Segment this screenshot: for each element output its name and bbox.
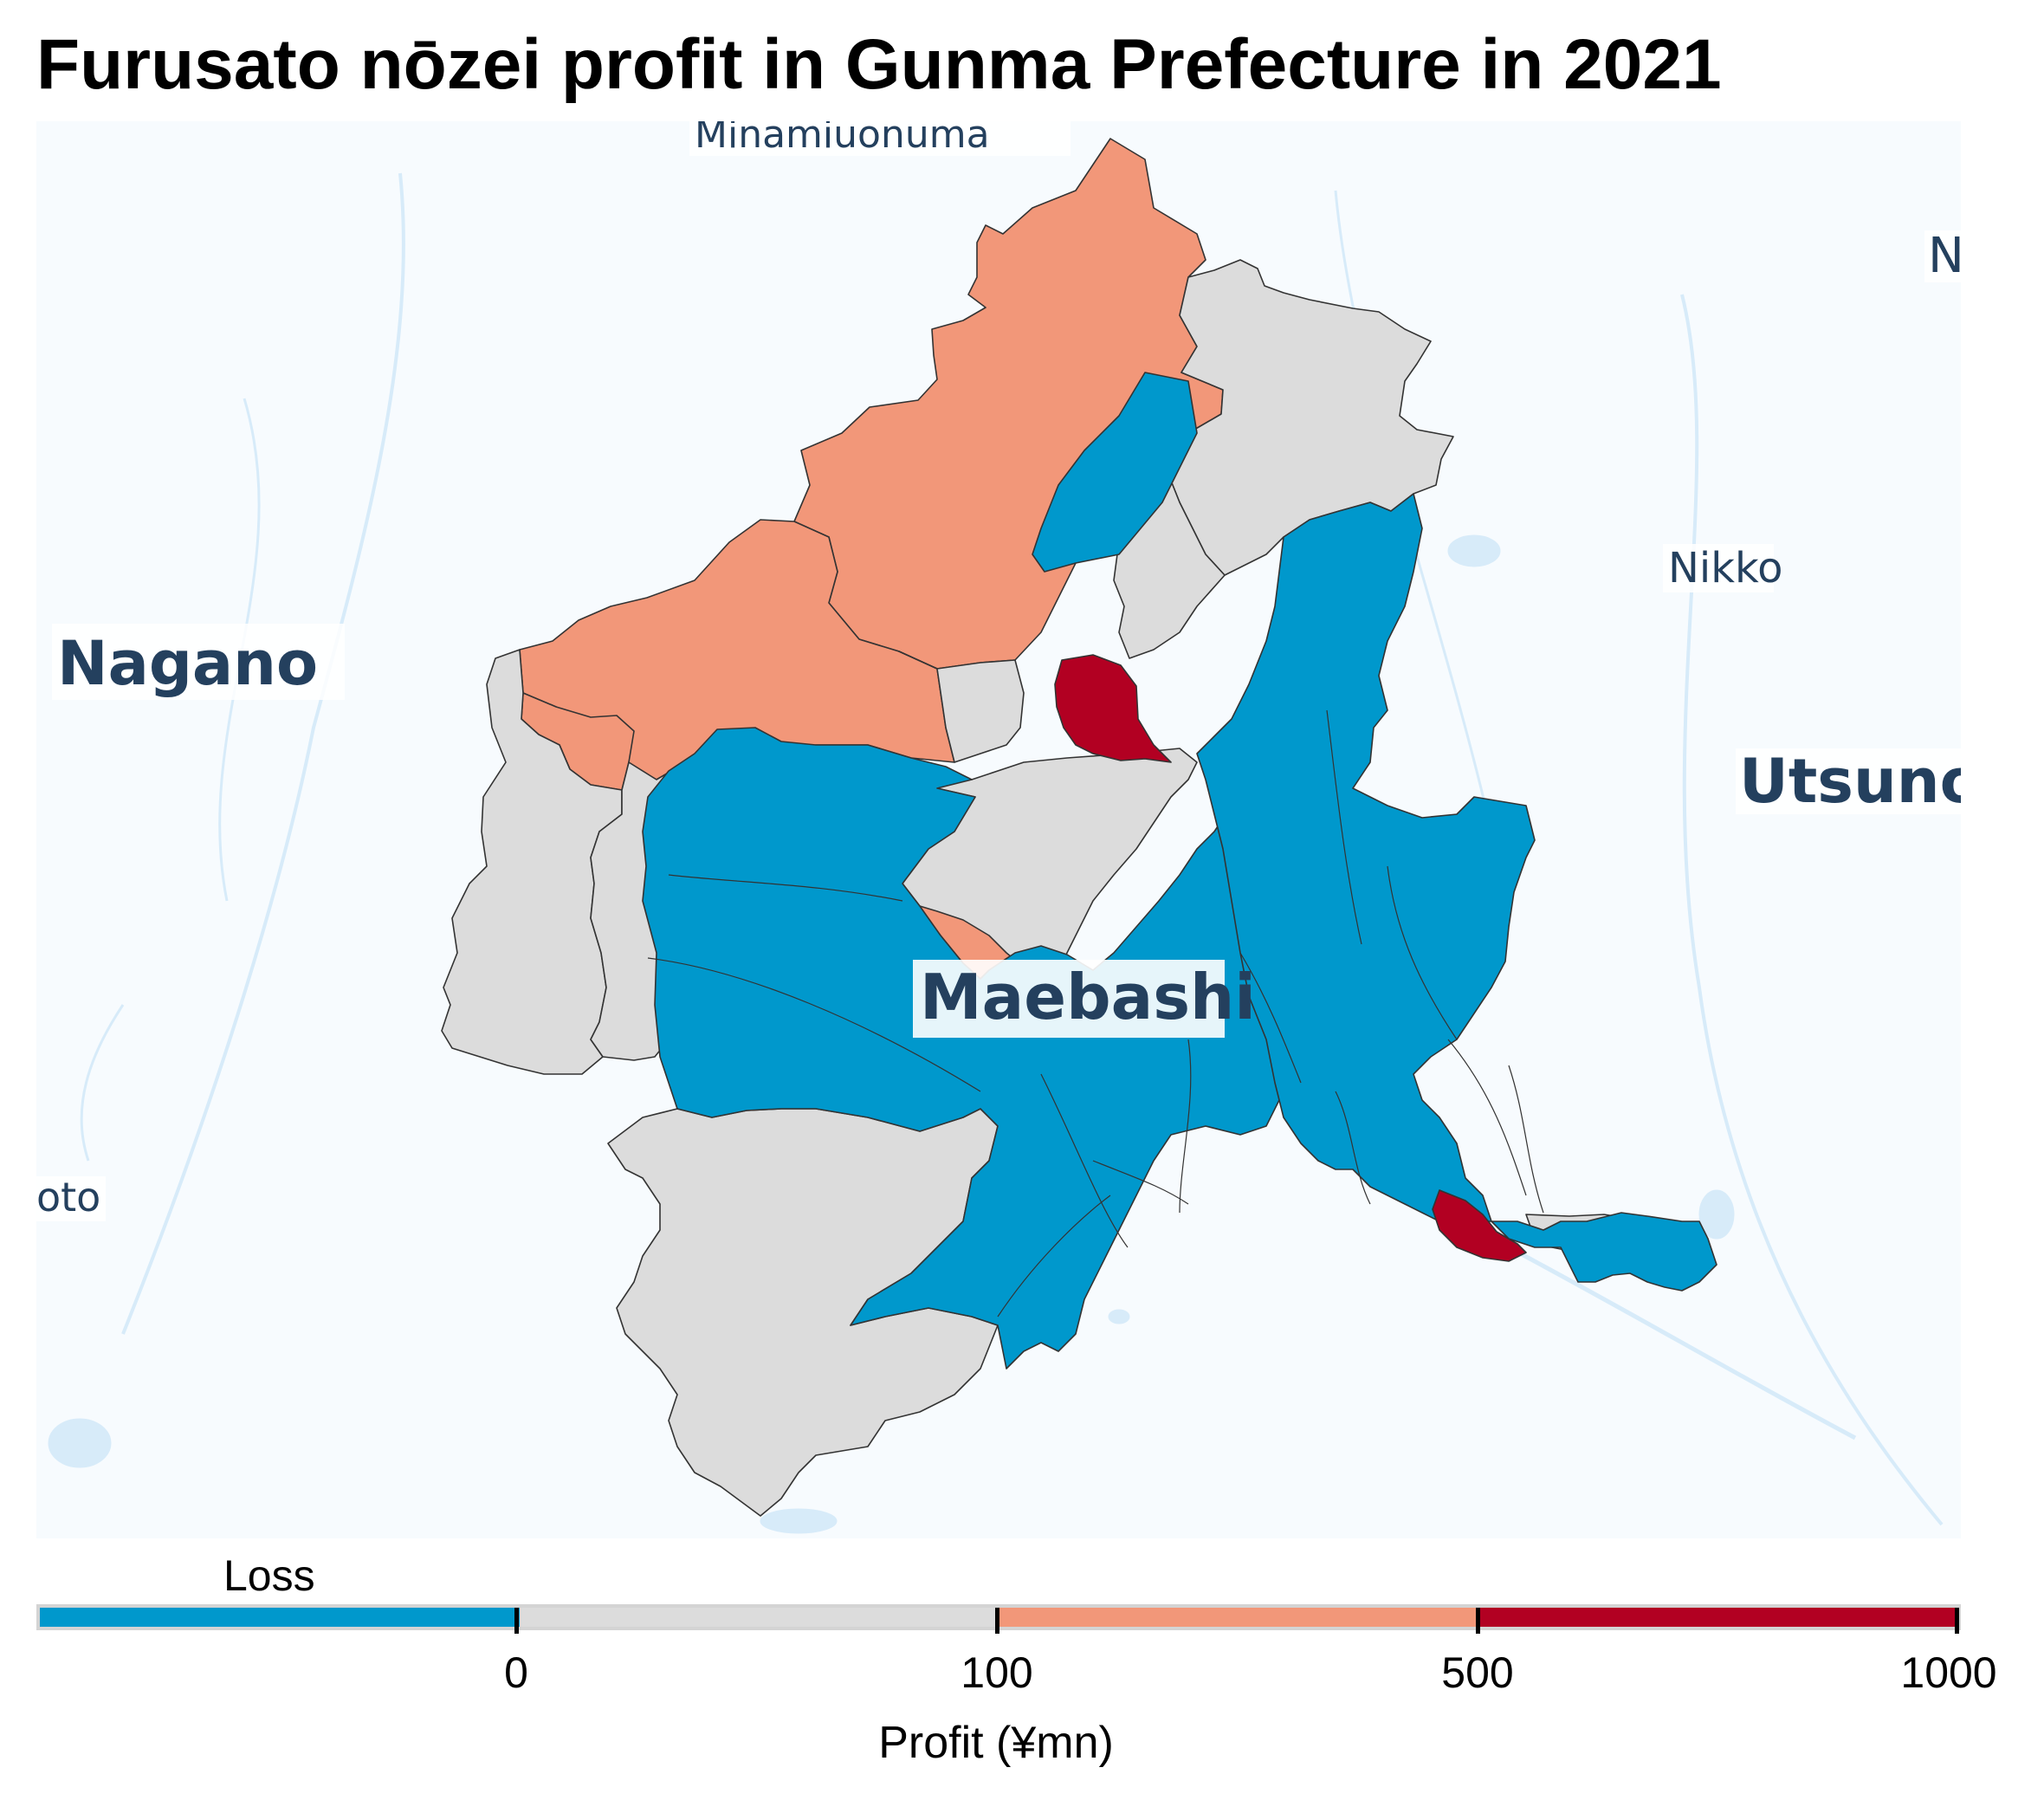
map-area[interactable]: Minamiuonuma Nagano Nikko Utsuno Maebash… xyxy=(36,121,1961,1538)
water-features xyxy=(48,172,1944,1534)
legend-tick-mark-0 xyxy=(514,1608,519,1634)
legend-bin-100-500 xyxy=(999,1608,1478,1627)
place-label-nikko: Nikko xyxy=(1668,544,1783,592)
legend-tick-mark-1000 xyxy=(1955,1608,1959,1634)
choropleth-map: Minamiuonuma Nagano Nikko Utsuno Maebash… xyxy=(36,121,1961,1538)
place-label-maebashi: Maebashi xyxy=(920,961,1256,1033)
legend-bin-500-1000 xyxy=(1478,1608,1957,1627)
region-central-loss xyxy=(642,727,1293,1369)
region-north-central-top xyxy=(1054,654,1172,763)
place-label-utsuno: Utsuno xyxy=(1739,746,1961,817)
region-central-upper xyxy=(898,651,1025,763)
legend-bin-loss xyxy=(40,1608,520,1627)
region-far-west xyxy=(441,649,623,1075)
legend-tick-label-1000: 1000 xyxy=(1900,1648,1997,1697)
region-east-loss xyxy=(1032,372,1717,1292)
legend-tick-label-500: 500 xyxy=(1441,1648,1514,1697)
legend-tick-mark-500 xyxy=(1476,1608,1480,1634)
place-label-minamiuonuma: Minamiuonuma xyxy=(695,121,990,157)
gunma-municipalities xyxy=(441,138,1717,1517)
legend-tick-label-100: 100 xyxy=(961,1648,1033,1697)
place-label-nagano: Nagano xyxy=(57,628,318,699)
legend-tick-label-0: 0 xyxy=(504,1648,528,1697)
map-title: Furusato nōzei profit in Gunma Prefectur… xyxy=(36,25,1722,104)
place-label-n: N xyxy=(1928,228,1961,284)
place-labels: Minamiuonuma Nagano Nikko Utsuno Maebash… xyxy=(36,121,1961,1221)
legend-bin-0-100 xyxy=(519,1608,999,1627)
legend-tick-mark-100 xyxy=(995,1608,999,1634)
place-label-oto: oto xyxy=(36,1174,100,1221)
municipal-borders xyxy=(647,709,1544,1318)
region-southeast xyxy=(1432,1189,1527,1262)
legend-title: Loss xyxy=(223,1551,315,1600)
legend-axis-label: Profit (¥mn) xyxy=(878,1718,1114,1768)
